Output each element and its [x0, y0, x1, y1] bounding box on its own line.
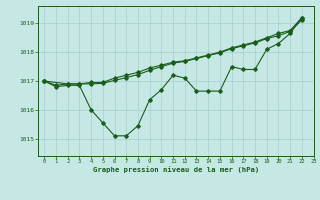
X-axis label: Graphe pression niveau de la mer (hPa): Graphe pression niveau de la mer (hPa) — [93, 166, 259, 173]
